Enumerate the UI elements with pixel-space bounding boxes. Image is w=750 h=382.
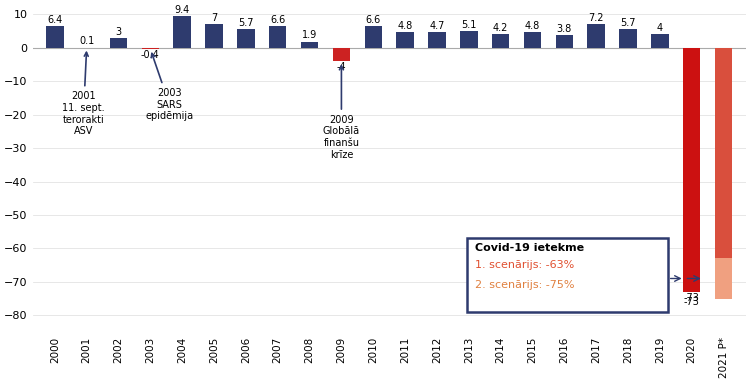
Bar bbox=[237, 29, 255, 48]
Bar bbox=[269, 26, 286, 48]
Bar bbox=[651, 34, 668, 48]
Bar bbox=[110, 38, 128, 48]
Bar bbox=[683, 48, 700, 292]
Text: 4.2: 4.2 bbox=[493, 23, 508, 32]
Bar bbox=[206, 24, 223, 48]
Bar bbox=[524, 32, 542, 48]
Text: 2009
Globālā
finanšu
krīze: 2009 Globālā finanšu krīze bbox=[322, 66, 360, 160]
Bar bbox=[46, 26, 64, 48]
Bar bbox=[556, 35, 573, 48]
Text: 7: 7 bbox=[211, 13, 218, 23]
Text: 6.6: 6.6 bbox=[270, 15, 285, 24]
Text: -4: -4 bbox=[337, 62, 346, 73]
Text: 3.8: 3.8 bbox=[556, 24, 572, 34]
Bar bbox=[460, 31, 478, 48]
Text: 4.7: 4.7 bbox=[429, 21, 445, 31]
Bar bbox=[301, 42, 318, 48]
Text: 2003
SARS
epidēmija: 2003 SARS epidēmija bbox=[146, 53, 194, 121]
Text: 4.8: 4.8 bbox=[398, 21, 412, 31]
Text: 5.7: 5.7 bbox=[620, 18, 636, 28]
Text: 7.2: 7.2 bbox=[589, 13, 604, 23]
Text: 1. scenārijs: -63%: 1. scenārijs: -63% bbox=[476, 260, 574, 270]
Bar bbox=[715, 48, 732, 259]
Bar bbox=[587, 24, 605, 48]
Text: 6.4: 6.4 bbox=[47, 15, 62, 25]
Bar bbox=[620, 29, 637, 48]
Text: 3: 3 bbox=[116, 27, 122, 37]
Text: 9.4: 9.4 bbox=[175, 5, 190, 15]
Text: 4.8: 4.8 bbox=[525, 21, 540, 31]
Text: 2. scenārijs: -75%: 2. scenārijs: -75% bbox=[476, 280, 574, 290]
Bar bbox=[173, 16, 191, 48]
Text: 5.7: 5.7 bbox=[238, 18, 254, 28]
Bar bbox=[492, 34, 509, 48]
Bar bbox=[396, 32, 414, 48]
Bar bbox=[333, 48, 350, 61]
Text: 5.1: 5.1 bbox=[461, 19, 476, 30]
Bar bbox=[142, 48, 159, 49]
FancyBboxPatch shape bbox=[467, 238, 668, 312]
Text: -0.4: -0.4 bbox=[141, 50, 160, 60]
Bar bbox=[364, 26, 382, 48]
Text: 2001
11. sept.
terorakti
ASV: 2001 11. sept. terorakti ASV bbox=[62, 52, 105, 136]
Bar bbox=[715, 259, 732, 299]
Text: 1.9: 1.9 bbox=[302, 30, 317, 40]
Text: 0.1: 0.1 bbox=[79, 36, 94, 46]
Bar bbox=[428, 32, 445, 48]
Text: -73: -73 bbox=[684, 297, 700, 307]
Text: -73: -73 bbox=[684, 293, 700, 303]
Text: 6.6: 6.6 bbox=[366, 15, 381, 24]
Text: 4: 4 bbox=[657, 23, 663, 33]
Text: Covid-19 ietekme: Covid-19 ietekme bbox=[476, 243, 584, 253]
